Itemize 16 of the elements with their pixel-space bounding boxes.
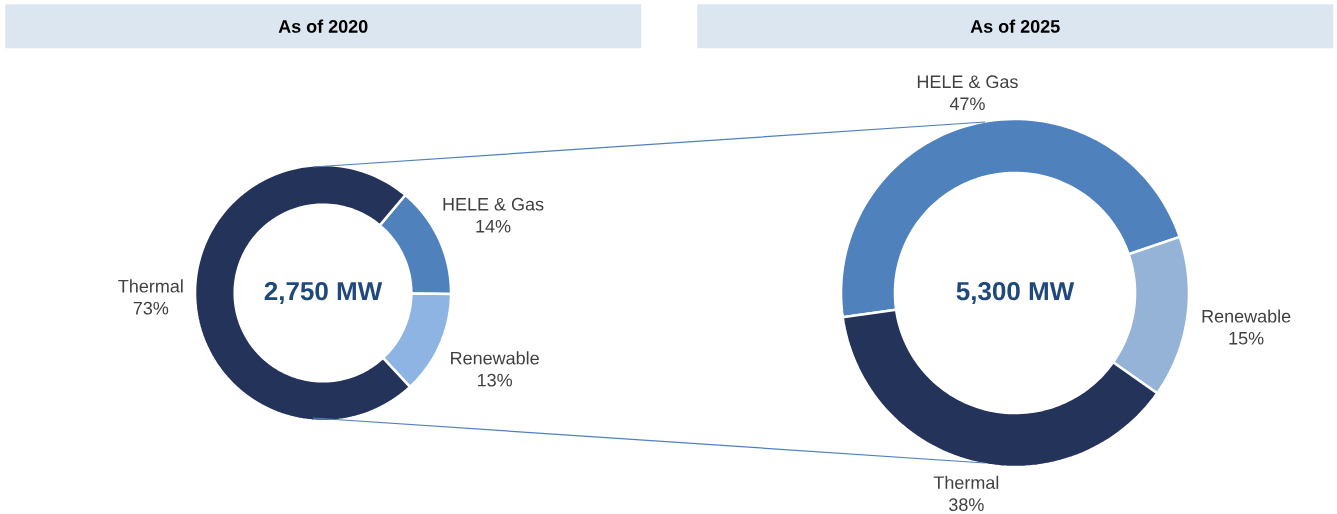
slice-label: HELE & Gas [443, 197, 544, 211]
text: 2,750 MW [264, 281, 383, 304]
data-label: 15% [1229, 331, 1264, 345]
data-label: 13% [477, 373, 513, 387]
data-label: 14% [476, 219, 511, 233]
text: 5,300 MW [956, 281, 1075, 304]
data-label: 38% [949, 498, 984, 511]
slice-label: Thermal [118, 279, 183, 293]
chart-title: As of 2025 [970, 19, 1060, 33]
data-label: 73% [133, 301, 169, 315]
slice-label: Renewable [1202, 309, 1291, 323]
data-label: 47% [949, 97, 985, 110]
chart-title: As of 2020 [278, 19, 368, 33]
slice-label: Renewable [451, 351, 539, 365]
slice-label: HELE & Gas [917, 75, 1018, 88]
slice-label: Thermal [933, 475, 999, 489]
